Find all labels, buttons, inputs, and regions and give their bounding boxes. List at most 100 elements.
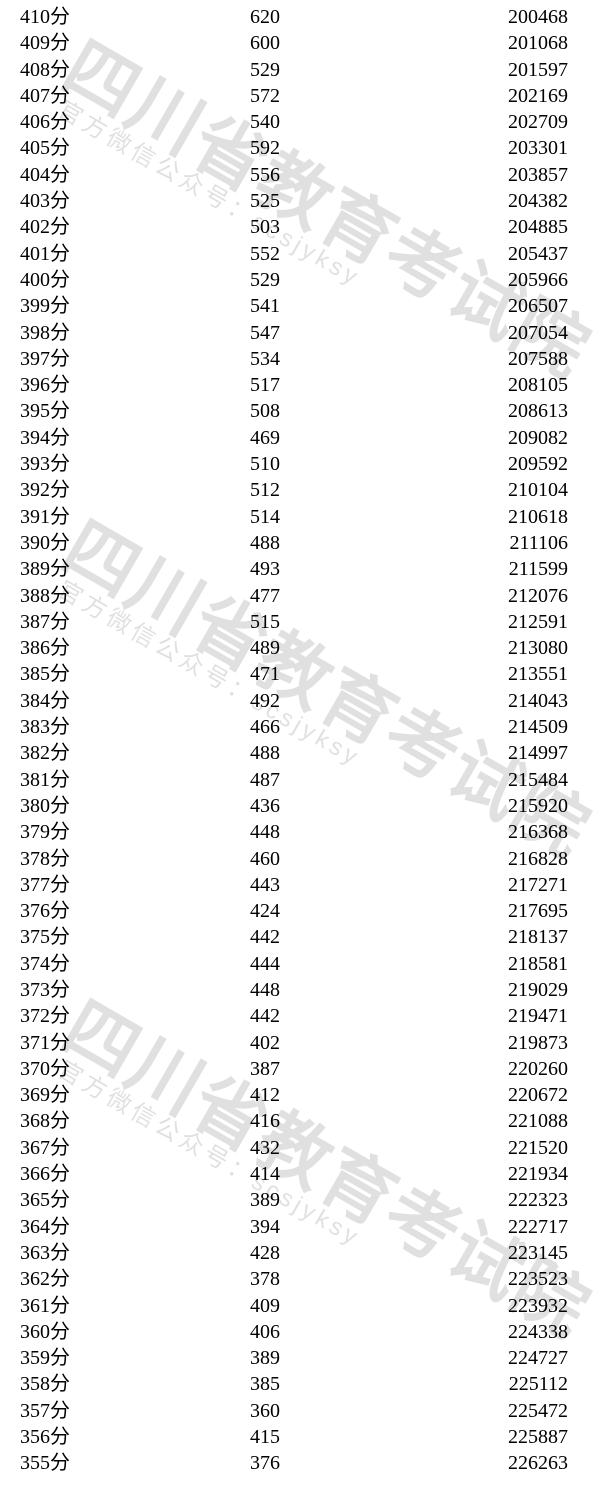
score-cell: 408分 — [0, 57, 190, 83]
cumulative-cell: 225472 — [370, 1398, 600, 1424]
count-cell: 489 — [190, 635, 370, 661]
score-cell: 360分 — [0, 1319, 190, 1345]
table-row: 394分469209082 — [0, 425, 600, 451]
count-cell: 477 — [190, 583, 370, 609]
table-row: 405分592203301 — [0, 135, 600, 161]
score-cell: 402分 — [0, 214, 190, 240]
score-cell: 369分 — [0, 1082, 190, 1108]
cumulative-cell: 218581 — [370, 951, 600, 977]
count-cell: 492 — [190, 688, 370, 714]
cumulative-cell: 224338 — [370, 1319, 600, 1345]
table-row: 384分492214043 — [0, 688, 600, 714]
count-cell: 389 — [190, 1187, 370, 1213]
table-row: 371分402219873 — [0, 1030, 600, 1056]
count-cell: 406 — [190, 1319, 370, 1345]
table-row: 389分493211599 — [0, 556, 600, 582]
score-cell: 393分 — [0, 451, 190, 477]
score-cell: 364分 — [0, 1214, 190, 1240]
cumulative-cell: 220672 — [370, 1082, 600, 1108]
table-row: 361分409223932 — [0, 1293, 600, 1319]
table-row: 372分442219471 — [0, 1003, 600, 1029]
cumulative-cell: 221520 — [370, 1135, 600, 1161]
table-row: 369分412220672 — [0, 1082, 600, 1108]
table-row: 370分387220260 — [0, 1056, 600, 1082]
score-cell: 368分 — [0, 1108, 190, 1134]
score-cell: 397分 — [0, 346, 190, 372]
count-cell: 572 — [190, 83, 370, 109]
score-cell: 385分 — [0, 661, 190, 687]
count-cell: 487 — [190, 767, 370, 793]
table-row: 383分466214509 — [0, 714, 600, 740]
count-cell: 412 — [190, 1082, 370, 1108]
table-row: 408分529201597 — [0, 57, 600, 83]
count-cell: 436 — [190, 793, 370, 819]
cumulative-cell: 209082 — [370, 425, 600, 451]
table-row: 401分552205437 — [0, 241, 600, 267]
count-cell: 503 — [190, 214, 370, 240]
table-row: 395分508208613 — [0, 398, 600, 424]
table-row: 362分378223523 — [0, 1266, 600, 1292]
count-cell: 460 — [190, 846, 370, 872]
score-cell: 366分 — [0, 1161, 190, 1187]
count-cell: 514 — [190, 504, 370, 530]
table-row: 382分488214997 — [0, 740, 600, 766]
score-cell: 386分 — [0, 635, 190, 661]
count-cell: 541 — [190, 293, 370, 319]
score-cell: 392分 — [0, 477, 190, 503]
score-cell: 373分 — [0, 977, 190, 1003]
count-cell: 428 — [190, 1240, 370, 1266]
count-cell: 529 — [190, 267, 370, 293]
score-cell: 377分 — [0, 872, 190, 898]
cumulative-cell: 219029 — [370, 977, 600, 1003]
score-cell: 376分 — [0, 898, 190, 924]
table-row: 374分444218581 — [0, 951, 600, 977]
score-cell: 410分 — [0, 4, 190, 30]
score-cell: 357分 — [0, 1398, 190, 1424]
score-cell: 404分 — [0, 162, 190, 188]
cumulative-cell: 223523 — [370, 1266, 600, 1292]
score-cell: 381分 — [0, 767, 190, 793]
score-cell: 395分 — [0, 398, 190, 424]
table-row: 398分547207054 — [0, 320, 600, 346]
count-cell: 444 — [190, 951, 370, 977]
score-cell: 380分 — [0, 793, 190, 819]
table-row: 366分414221934 — [0, 1161, 600, 1187]
cumulative-cell: 207054 — [370, 320, 600, 346]
count-cell: 529 — [190, 57, 370, 83]
cumulative-cell: 209592 — [370, 451, 600, 477]
cumulative-cell: 218137 — [370, 924, 600, 950]
table-row: 396分517208105 — [0, 372, 600, 398]
cumulative-cell: 226263 — [370, 1450, 600, 1476]
cumulative-cell: 205966 — [370, 267, 600, 293]
count-cell: 510 — [190, 451, 370, 477]
table-row: 397分534207588 — [0, 346, 600, 372]
cumulative-cell: 223145 — [370, 1240, 600, 1266]
cumulative-cell: 215484 — [370, 767, 600, 793]
table-row: 399分541206507 — [0, 293, 600, 319]
table-row: 360分406224338 — [0, 1319, 600, 1345]
cumulative-cell: 213080 — [370, 635, 600, 661]
table-row: 356分415225887 — [0, 1424, 600, 1450]
table-row: 393分510209592 — [0, 451, 600, 477]
cumulative-cell: 219873 — [370, 1030, 600, 1056]
cumulative-cell: 217271 — [370, 872, 600, 898]
table-row: 367分432221520 — [0, 1135, 600, 1161]
cumulative-cell: 202709 — [370, 109, 600, 135]
cumulative-cell: 201597 — [370, 57, 600, 83]
count-cell: 402 — [190, 1030, 370, 1056]
cumulative-cell: 204382 — [370, 188, 600, 214]
cumulative-cell: 215920 — [370, 793, 600, 819]
score-cell: 355分 — [0, 1450, 190, 1476]
cumulative-cell: 214509 — [370, 714, 600, 740]
table-row: 387分515212591 — [0, 609, 600, 635]
count-cell: 415 — [190, 1424, 370, 1450]
score-cell: 375分 — [0, 924, 190, 950]
score-cell: 384分 — [0, 688, 190, 714]
score-cell: 370分 — [0, 1056, 190, 1082]
table-row: 358分385225112 — [0, 1371, 600, 1397]
score-cell: 362分 — [0, 1266, 190, 1292]
score-cell: 394分 — [0, 425, 190, 451]
table-row: 410分620200468 — [0, 4, 600, 30]
count-cell: 360 — [190, 1398, 370, 1424]
score-cell: 367分 — [0, 1135, 190, 1161]
